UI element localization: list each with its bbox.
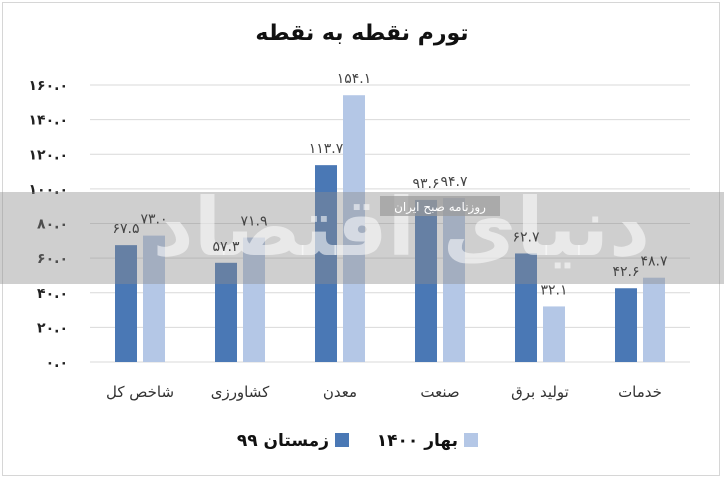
bar-winter99 xyxy=(615,288,637,362)
y-tick-label: ۲۰.۰ xyxy=(37,320,68,336)
legend: بهار ۱۴۰۰ زمستان ۹۹ xyxy=(237,431,478,451)
y-tick-label: ۸۰.۰ xyxy=(37,217,68,233)
data-label: ۱۵۴.۱ xyxy=(337,71,372,87)
data-labels: ۶۷.۵۷۳.۰ ۵۷.۳۷۱.۹ ۱۱۳.۷ ۱۵۴.۱ ۹۳.۶ ۹۴.۷ ۶۲.۷ ۳۲… xyxy=(112,71,667,298)
watermark-band xyxy=(0,192,724,284)
bar-spring1400 xyxy=(343,95,365,362)
y-tick-label: ۶۰.۰ xyxy=(37,251,68,267)
data-label: ۱۱۳.۷ xyxy=(309,141,344,157)
data-label: ۹۳.۶ xyxy=(412,176,439,192)
category-label: معدن xyxy=(323,383,357,401)
bar-winter99 xyxy=(115,245,137,362)
bar-spring1400 xyxy=(443,198,465,362)
category-label: کشاورزی xyxy=(211,383,270,401)
category-labels: شاخص کل کشاورزی معدن صنعت تولید برق خدمات xyxy=(106,383,662,401)
bar-winter99 xyxy=(215,262,237,362)
legend-label: زمستان ۹۹ xyxy=(237,431,329,451)
watermark-band-text: روزنامه صبح ایران xyxy=(394,200,486,215)
legend-swatch xyxy=(464,433,478,447)
bar-winter99 xyxy=(515,253,537,362)
data-label: ۴۲.۶ xyxy=(612,264,639,280)
category-label: صنعت xyxy=(420,383,459,401)
bar-spring1400 xyxy=(143,235,165,362)
data-label: ۵۷.۳ xyxy=(212,239,239,255)
gridlines xyxy=(90,84,690,363)
bar-winter99 xyxy=(415,199,437,362)
bar-winter99 xyxy=(315,165,337,362)
chart-title: تورم نقطه به نقطه xyxy=(255,21,468,46)
data-label: ۷۱.۹ xyxy=(240,214,267,230)
y-axis-ticks: ۰.۰ ۲۰.۰ ۴۰.۰ ۶۰.۰ ۸۰.۰ ۱۰۰.۰ ۱۲۰.۰ ۱۴۰.۰ ۱۶۰.۰ xyxy=(29,78,69,371)
y-tick-label: ۱۶۰.۰ xyxy=(29,78,69,94)
data-label: ۶۷.۵ xyxy=(112,221,139,237)
data-label: ۳۲.۱ xyxy=(540,282,567,298)
watermark: دنیای اقتصاد روزنامه صبح ایران xyxy=(0,181,724,284)
category-label: شاخص کل xyxy=(106,383,174,401)
category-label: خدمات xyxy=(618,383,662,401)
watermark-logo: دنیای اقتصاد xyxy=(153,181,650,274)
watermark-tag xyxy=(380,196,500,216)
y-tick-label: ۱۲۰.۰ xyxy=(29,147,69,163)
bar-spring1400 xyxy=(243,237,265,362)
data-label: ۴۸.۷ xyxy=(640,254,667,270)
bar-spring1400 xyxy=(643,277,665,362)
data-label: ۷۳.۰ xyxy=(140,212,167,228)
category-label: تولید برق xyxy=(511,383,569,401)
data-label: ۶۲.۷ xyxy=(512,229,539,245)
y-tick-label: ۱۰۰.۰ xyxy=(29,182,69,198)
legend-swatch xyxy=(335,433,349,447)
data-label: ۹۴.۷ xyxy=(440,174,467,190)
y-tick-label: ۴۰.۰ xyxy=(37,286,68,302)
bars xyxy=(115,95,665,362)
bar-spring1400 xyxy=(543,306,565,362)
y-tick-label: ۰.۰ xyxy=(46,355,68,371)
legend-label: بهار ۱۴۰۰ xyxy=(377,431,458,451)
y-tick-label: ۱۴۰.۰ xyxy=(29,113,69,129)
